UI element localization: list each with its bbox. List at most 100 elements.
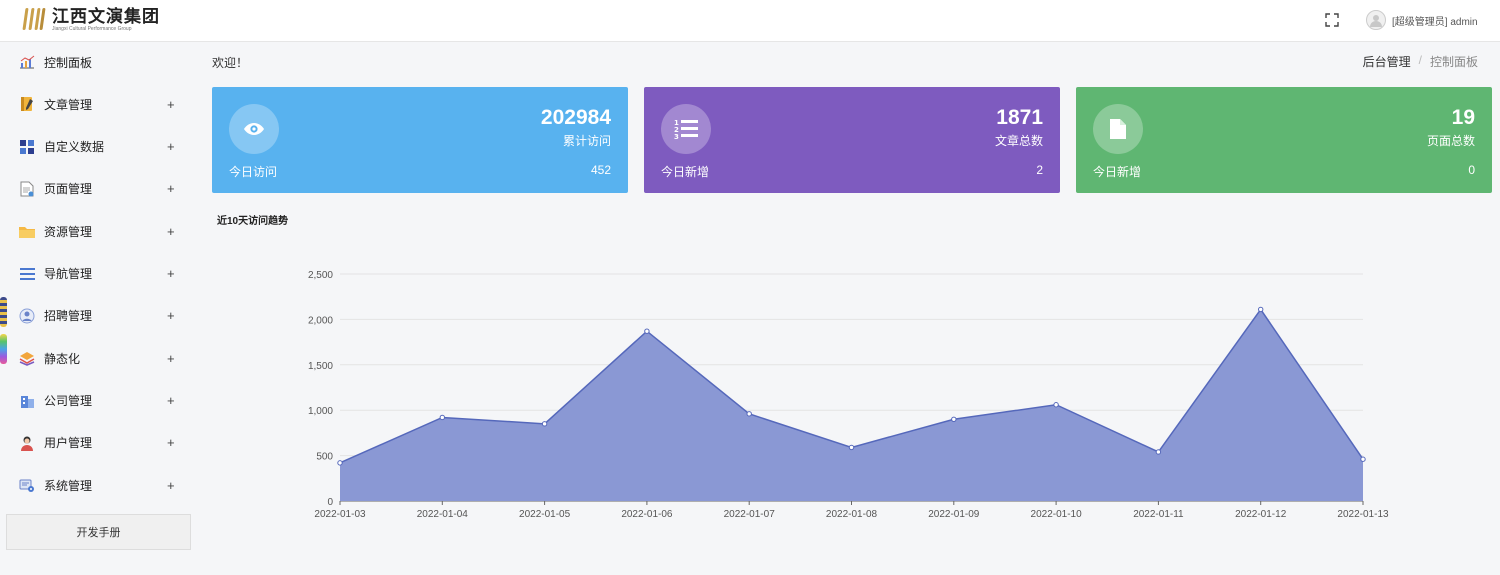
svg-text:3: 3 [674, 133, 679, 140]
expand-plus-icon[interactable]: + [167, 308, 175, 324]
expand-plus-icon[interactable]: + [167, 266, 175, 281]
total-articles-value: 1871 [996, 106, 1043, 129]
data-point [848, 444, 855, 451]
sidebar-item-7[interactable]: 静态化 + [0, 339, 200, 377]
folder-icon [19, 223, 35, 239]
expand-plus-icon[interactable]: + [167, 223, 175, 239]
today-visits-label: 今日访问 [229, 165, 278, 179]
user-menu[interactable]: [超级管理员] admin [1366, 10, 1478, 30]
y-tick-label: 0 [327, 497, 333, 508]
sidebar-item-10[interactable]: 系统管理 + [0, 466, 200, 504]
sidebar-item-label: 文章管理 [44, 97, 93, 112]
chart-title: 近10天访问趋势 [217, 216, 289, 227]
eye-icon [229, 104, 279, 154]
user-name: [超级管理员] admin [1392, 16, 1478, 28]
sidebar-item-label: 招聘管理 [44, 309, 93, 324]
x-tick-label: 2022-01-11 [1133, 509, 1184, 520]
breadcrumb-separator: / [1418, 53, 1422, 67]
pages-card: 19 页面总数 今日新增 0 [1076, 87, 1492, 193]
sidebar-item-label: 用户管理 [44, 436, 93, 451]
data-point [644, 328, 650, 334]
x-tick-label: 2022-01-07 [724, 509, 776, 520]
sidebar-item-4[interactable]: 资源管理 + [0, 212, 200, 250]
total-articles-label: 文章总数 [994, 134, 1043, 148]
y-tick-label: 1,500 [308, 361, 333, 372]
x-tick-label: 2022-01-08 [826, 509, 878, 520]
page-icon [19, 181, 35, 197]
color-strip-icon [0, 334, 7, 364]
data-point [1360, 456, 1366, 462]
user-icon [19, 435, 35, 451]
recruit-icon [19, 308, 35, 324]
sidebar-item-6[interactable]: 招聘管理 + [0, 297, 200, 335]
breadcrumb: 后台管理 / 控制面板 [1363, 53, 1478, 70]
sidebar-item-2[interactable]: 自定义数据 + [0, 128, 200, 166]
data-point [439, 414, 445, 421]
x-tick-label: 2022-01-10 [1031, 509, 1083, 520]
data-point [1155, 449, 1162, 455]
expand-plus-icon[interactable]: + [167, 477, 175, 493]
sidebar: 控制面板 文章管理 + 自定义数据 + 页面管理 + 资源管理 + 导航管理 + 招聘管理 + 静态化 + 公… [0, 42, 200, 575]
expand-plus-icon[interactable]: + [167, 181, 175, 197]
data-point [337, 460, 343, 466]
x-tick-label: 2022-01-09 [928, 509, 980, 520]
y-tick-label: 2,500 [308, 270, 333, 281]
sidebar-item-label: 公司管理 [44, 393, 93, 408]
expand-plus-icon[interactable]: + [167, 96, 175, 112]
y-tick-label: 1,000 [308, 406, 333, 417]
layers-icon [19, 350, 35, 366]
series-area [340, 309, 1363, 501]
x-tick-label: 2022-01-06 [621, 509, 673, 520]
new-pages-value: 0 [1468, 163, 1475, 177]
grid-icon [19, 139, 35, 155]
data-point [746, 411, 752, 417]
dev-manual-button[interactable]: 开发手册 [6, 514, 191, 550]
sidebar-item-label: 系统管理 [44, 478, 93, 493]
visits-card: 202984 累计访问 今日访问 452 [212, 87, 628, 193]
logo-subtitle: Jiangxi Cultural Performance Group [52, 25, 132, 32]
logo-title: 江西文演集团 [52, 6, 160, 26]
sidebar-item-3[interactable]: 页面管理 + [0, 170, 200, 208]
y-tick-label: 2,000 [308, 315, 333, 326]
sidebar-item-5[interactable]: 导航管理 + [0, 255, 200, 293]
data-point [951, 416, 957, 422]
data-point [541, 421, 548, 427]
x-tick-label: 2022-01-12 [1235, 509, 1287, 520]
y-tick-label: 500 [316, 452, 333, 463]
color-strip-icon [0, 297, 7, 327]
sidebar-item-label: 控制面板 [44, 55, 93, 70]
svg-text:2: 2 [674, 126, 679, 134]
x-tick-label: 2022-01-13 [1337, 509, 1389, 520]
menu-icon [19, 266, 35, 282]
new-pages-label: 今日新增 [1093, 165, 1142, 179]
expand-plus-icon[interactable]: + [167, 435, 175, 451]
total-pages-label: 页面总数 [1426, 134, 1475, 148]
expand-plus-icon[interactable]: + [167, 392, 175, 408]
sidebar-item-9[interactable]: 用户管理 + [0, 424, 200, 462]
breadcrumb-home[interactable]: 后台管理 [1362, 55, 1411, 69]
total-visits-value: 202984 [540, 106, 611, 129]
sidebar-item-label: 页面管理 [44, 182, 93, 197]
sidebar-item-label: 导航管理 [44, 267, 93, 281]
sidebar-item-label: 自定义数据 [44, 140, 105, 155]
file-icon [1093, 104, 1143, 154]
total-visits-label: 累计访问 [562, 134, 611, 148]
welcome-text: 欢迎！ [212, 56, 249, 70]
sidebar-item-label: 静态化 [44, 351, 81, 366]
sidebar-item-label: 资源管理 [44, 224, 93, 239]
breadcrumb-current: 控制面板 [1429, 55, 1478, 69]
expand-plus-icon[interactable]: + [167, 139, 175, 155]
company-icon [19, 392, 35, 408]
new-articles-value: 2 [1036, 163, 1043, 177]
sidebar-item-8[interactable]: 公司管理 + [0, 381, 200, 419]
fullscreen-icon[interactable] [1325, 13, 1339, 27]
expand-plus-icon[interactable]: + [167, 350, 175, 366]
sidebar-item-1[interactable]: 文章管理 + [0, 85, 200, 123]
top-bar: 江西文演集团 Jiangxi Cultural Performance Grou… [0, 0, 1500, 42]
logo[interactable]: 江西文演集团 Jiangxi Cultural Performance Grou… [22, 6, 160, 32]
svg-text:1: 1 [674, 119, 679, 127]
sidebar-item-0[interactable]: 控制面板 [0, 43, 200, 81]
